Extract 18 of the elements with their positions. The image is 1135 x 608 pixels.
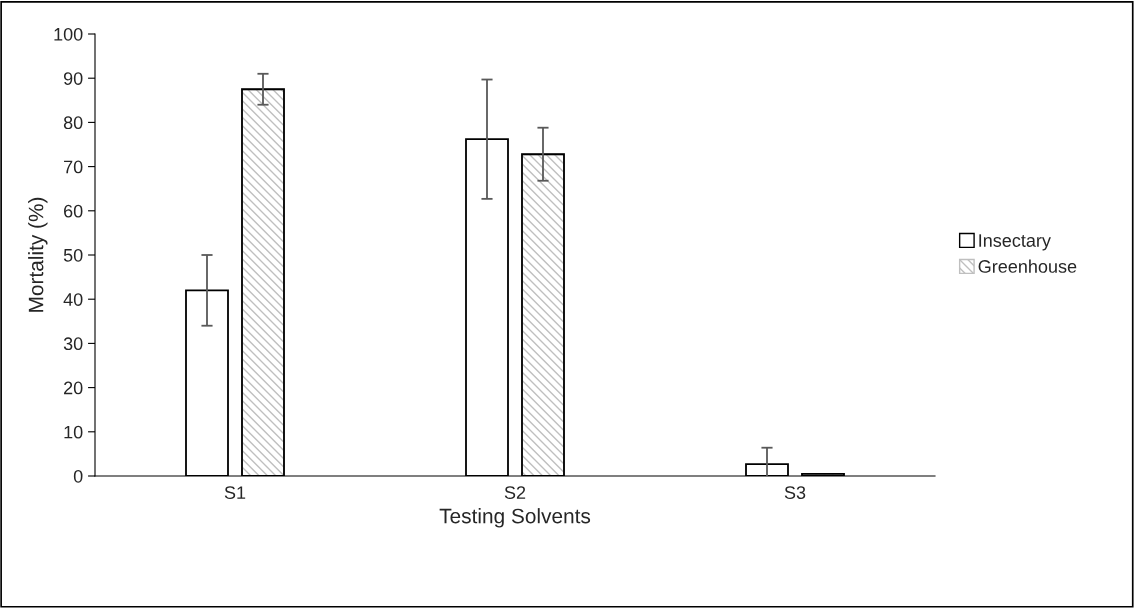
y-tick-label: 10 bbox=[64, 425, 83, 439]
x-tick-label: S1 bbox=[224, 486, 246, 499]
y-tick-label: 80 bbox=[63, 116, 83, 130]
y-tick-label: 0 bbox=[73, 469, 83, 483]
y-tick-label: 40 bbox=[63, 293, 83, 306]
y-tick-label: 30 bbox=[63, 337, 83, 351]
y-tick-label: 60 bbox=[64, 204, 83, 218]
legend-label: Insectary bbox=[979, 234, 1051, 251]
y-tick-label: 20 bbox=[64, 381, 83, 395]
x-tick-label: S2 bbox=[504, 486, 526, 499]
y-tick-label: 70 bbox=[64, 160, 83, 174]
x-tick-label: S3 bbox=[784, 486, 806, 499]
x-axis-title: Testing Solvents bbox=[439, 508, 591, 528]
y-tick-label: 90 bbox=[63, 72, 83, 85]
legend-label: Greenhouse bbox=[978, 259, 1077, 273]
y-tick-label: 100 bbox=[54, 27, 83, 41]
y-axis-title: Mortality (%) bbox=[28, 197, 48, 312]
y-tick-label: 50 bbox=[63, 248, 83, 262]
